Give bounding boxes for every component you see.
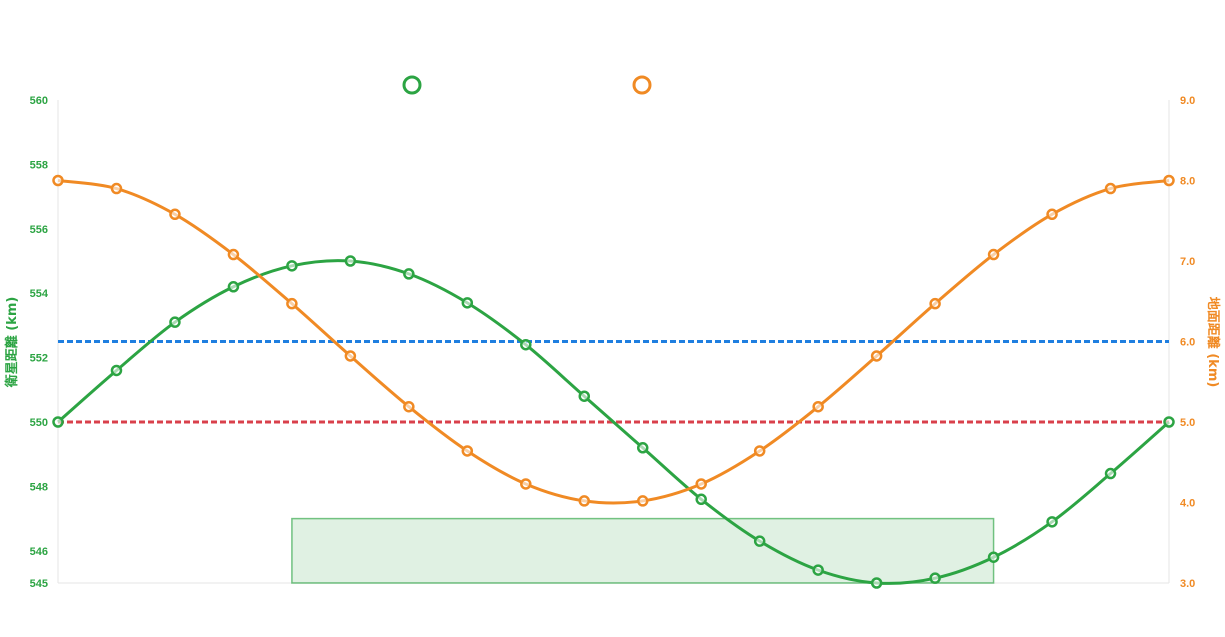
series-2-point <box>110 182 123 195</box>
reference-lines <box>58 340 1169 424</box>
series-2-point <box>636 495 649 507</box>
series-1-point <box>520 338 532 351</box>
series-1-point <box>987 551 1000 563</box>
series-1-point <box>1163 416 1175 428</box>
series-2-line <box>57 179 1170 505</box>
series-2-point <box>52 174 64 187</box>
series-2-point <box>929 297 941 310</box>
series-2-point <box>461 445 474 457</box>
series-2-point <box>987 248 1000 261</box>
series-1-point <box>578 390 591 402</box>
y-right-tick-label: 3.0 <box>1180 578 1195 590</box>
series-2-point <box>520 478 532 490</box>
y-left-tick-label: 560 <box>30 95 48 107</box>
series-1-point <box>110 364 123 377</box>
series-1-point <box>929 572 941 584</box>
y-right-tick-label: 4.0 <box>1180 498 1195 510</box>
y-right-tick-label: 8.0 <box>1180 176 1195 188</box>
series-1-point <box>403 268 415 280</box>
series-2-point <box>1104 182 1117 195</box>
series-1-point <box>870 577 883 589</box>
series-1-point <box>812 564 824 576</box>
y-left-tick-label: 550 <box>30 417 48 429</box>
y-right-tick-label: 5.0 <box>1180 417 1195 429</box>
series-1-point <box>695 493 707 506</box>
series-1-point <box>1104 467 1117 480</box>
right-tick-labels: 3.0 4.0 5.0 6.0 7.0 8.0 9.0 <box>1180 95 1195 590</box>
y-left-tick-label: 545 <box>30 578 48 590</box>
y-right-tick-label: 6.0 <box>1180 337 1195 349</box>
left-tick-labels: 545 546 548 550 552 554 556 558 560 <box>30 95 49 590</box>
legend-marker-1[interactable] <box>402 75 422 95</box>
series-1-point <box>1046 516 1058 528</box>
series-2-point <box>344 350 357 362</box>
y-left-tick-label: 558 <box>30 159 48 171</box>
series-1-point <box>753 535 766 547</box>
series-1-point <box>52 416 64 428</box>
series-2-point <box>227 248 240 261</box>
series-2-point <box>695 478 707 490</box>
y-right-tick-label: 9.0 <box>1180 95 1195 107</box>
series-2-point <box>403 400 415 413</box>
legend[interactable] <box>402 75 652 95</box>
series-2-point <box>812 400 824 413</box>
series-2-point <box>753 445 766 457</box>
series-group <box>52 174 1175 589</box>
highlight-band-group <box>291 517 995 584</box>
series-2-point <box>169 208 181 221</box>
series-1-point <box>636 442 649 454</box>
series-2-point <box>870 350 883 362</box>
series-2-point <box>578 495 591 507</box>
series-2-point <box>286 297 298 310</box>
y-left-tick-label: 548 <box>30 481 48 493</box>
series-1-point <box>461 297 474 309</box>
y-left-tick-label: 556 <box>30 224 48 236</box>
legend-marker-2[interactable] <box>632 75 652 95</box>
series-1-point <box>169 316 181 328</box>
series-1-point <box>286 260 298 272</box>
y-right-axis-title: 地面距離 (km) <box>1205 297 1221 388</box>
highlight-band <box>291 517 995 584</box>
series-1-point <box>344 255 357 267</box>
y-left-tick-label: 552 <box>30 353 48 365</box>
y-right-tick-label: 7.0 <box>1180 256 1195 268</box>
y-left-tick-label: 546 <box>30 546 48 558</box>
y-left-axis-title: 衛星距離 (km) <box>4 297 20 389</box>
series-2-point <box>1046 208 1058 221</box>
series-2-point <box>1163 174 1175 187</box>
y-left-tick-label: 554 <box>30 288 49 300</box>
series-1-point <box>227 281 240 293</box>
